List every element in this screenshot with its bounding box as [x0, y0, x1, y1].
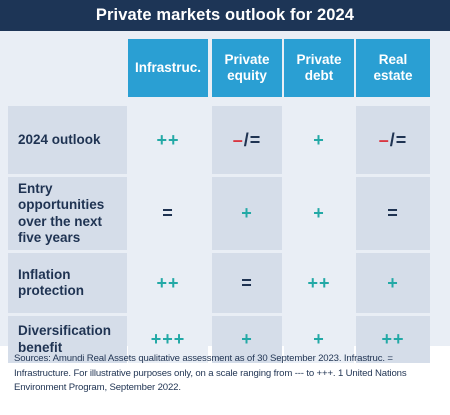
rating-cell-r1-c1: + — [212, 177, 282, 250]
rating-cell-r2-c1: = — [212, 253, 282, 313]
row-label-0: 2024 outlook — [8, 106, 127, 174]
rating-cell-r1-c0: = — [128, 177, 208, 250]
rating-cell-r3-c3: + + — [356, 316, 430, 363]
rating-cell-r3-c0: + + + — [128, 316, 208, 363]
rating-cell-r3-c1: + — [212, 316, 282, 363]
rating-cell-r1-c3: = — [356, 177, 430, 250]
rating-cell-r1-c2: + — [284, 177, 354, 250]
row-label-1: Entry opportunities over the next five y… — [8, 177, 127, 250]
rating-cell-r0-c1: – / = — [212, 106, 282, 174]
column-header-1: Private equity — [212, 39, 282, 97]
outlook-table: Infrastruc. Private equity Private debt Rea… — [0, 31, 450, 363]
footnote: Sources: Amundi Real Assets qualitative … — [14, 353, 407, 393]
column-header-2: Private debt — [284, 39, 354, 97]
rating-cell-r2-c3: + — [356, 253, 430, 313]
rating-cell-r0-c2: + — [284, 106, 354, 174]
rating-cell-r2-c2: + + — [284, 253, 354, 313]
column-header-0: Infrastruc. — [128, 39, 208, 97]
table-grid: Infrastruc. Private equity Private debt Rea… — [0, 31, 450, 363]
rating-cell-r0-c0: + + — [128, 106, 208, 174]
rating-cell-r2-c0: + + — [128, 253, 208, 313]
rating-cell-r3-c2: + — [284, 316, 354, 363]
row-label-2: Inflation protection — [8, 253, 127, 313]
column-header-3: Real estate — [356, 39, 430, 97]
table-title: Private markets outlook for 2024 — [0, 0, 450, 31]
rating-cell-r0-c3: – / = — [356, 106, 430, 174]
row-label-3: Diversification benefit — [8, 316, 127, 363]
